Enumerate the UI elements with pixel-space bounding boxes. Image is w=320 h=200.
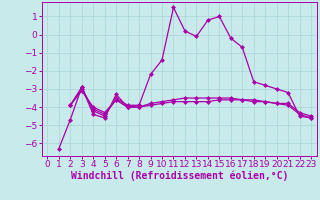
X-axis label: Windchill (Refroidissement éolien,°C): Windchill (Refroidissement éolien,°C) — [70, 171, 288, 181]
